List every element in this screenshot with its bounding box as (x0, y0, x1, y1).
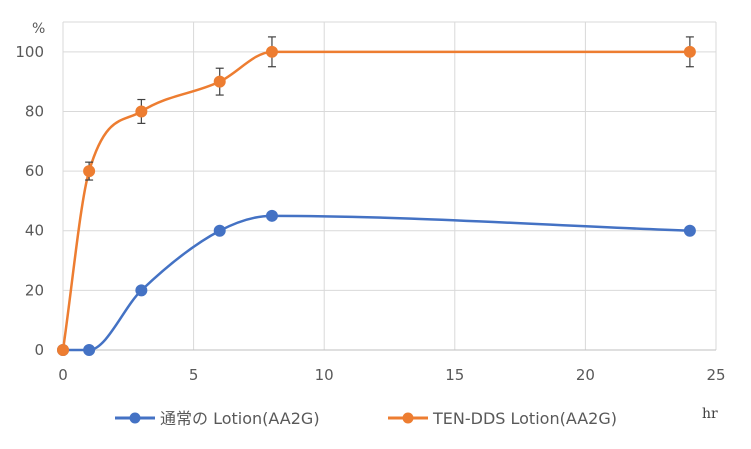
legend-item-series-2: TEN-DDS Lotion(AA2G) (388, 409, 617, 428)
legend: 通常の Lotion(AA2G) TEN-DDS Lotion(AA2G) (115, 409, 617, 428)
data-point (83, 165, 96, 178)
data-point (135, 284, 148, 297)
series-layer (57, 36, 696, 356)
x-unit-label: hr (702, 406, 718, 422)
series-line (61, 50, 690, 351)
y-unit-label: % (32, 21, 45, 37)
x-tick-label: 5 (189, 366, 199, 384)
series-2 (57, 36, 696, 356)
data-point (213, 75, 226, 88)
grid-lines (62, 21, 717, 350)
data-point (213, 224, 226, 237)
data-point (683, 224, 696, 237)
legend-item-series-1: 通常の Lotion(AA2G) (115, 409, 320, 428)
x-tick-label: 15 (445, 366, 464, 384)
legend-label-series-2: TEN-DDS Lotion(AA2G) (432, 409, 617, 428)
data-point (265, 209, 278, 222)
tick-labels: 0 20 40 60 80 100 0 5 10 15 20 25 (15, 43, 725, 384)
legend-marker-series-2 (402, 412, 414, 424)
data-point (683, 45, 696, 58)
legend-marker-series-1 (129, 412, 141, 424)
x-tick-label: 20 (576, 366, 595, 384)
y-tick-label: 0 (34, 341, 44, 359)
data-point (135, 105, 148, 118)
y-tick-label: 80 (25, 102, 44, 120)
legend-label-series-1: 通常の Lotion(AA2G) (160, 409, 320, 428)
y-tick-label: 20 (25, 281, 44, 299)
x-tick-label: 0 (58, 366, 68, 384)
data-point (57, 344, 69, 356)
y-tick-label: 40 (25, 222, 44, 240)
series-line (63, 214, 690, 352)
series-1 (57, 209, 696, 356)
y-tick-label: 60 (25, 162, 44, 180)
x-tick-label: 10 (315, 366, 334, 384)
y-tick-label: 100 (15, 43, 44, 61)
x-tick-label: 25 (706, 366, 725, 384)
data-point (265, 45, 278, 58)
data-point (83, 344, 96, 356)
